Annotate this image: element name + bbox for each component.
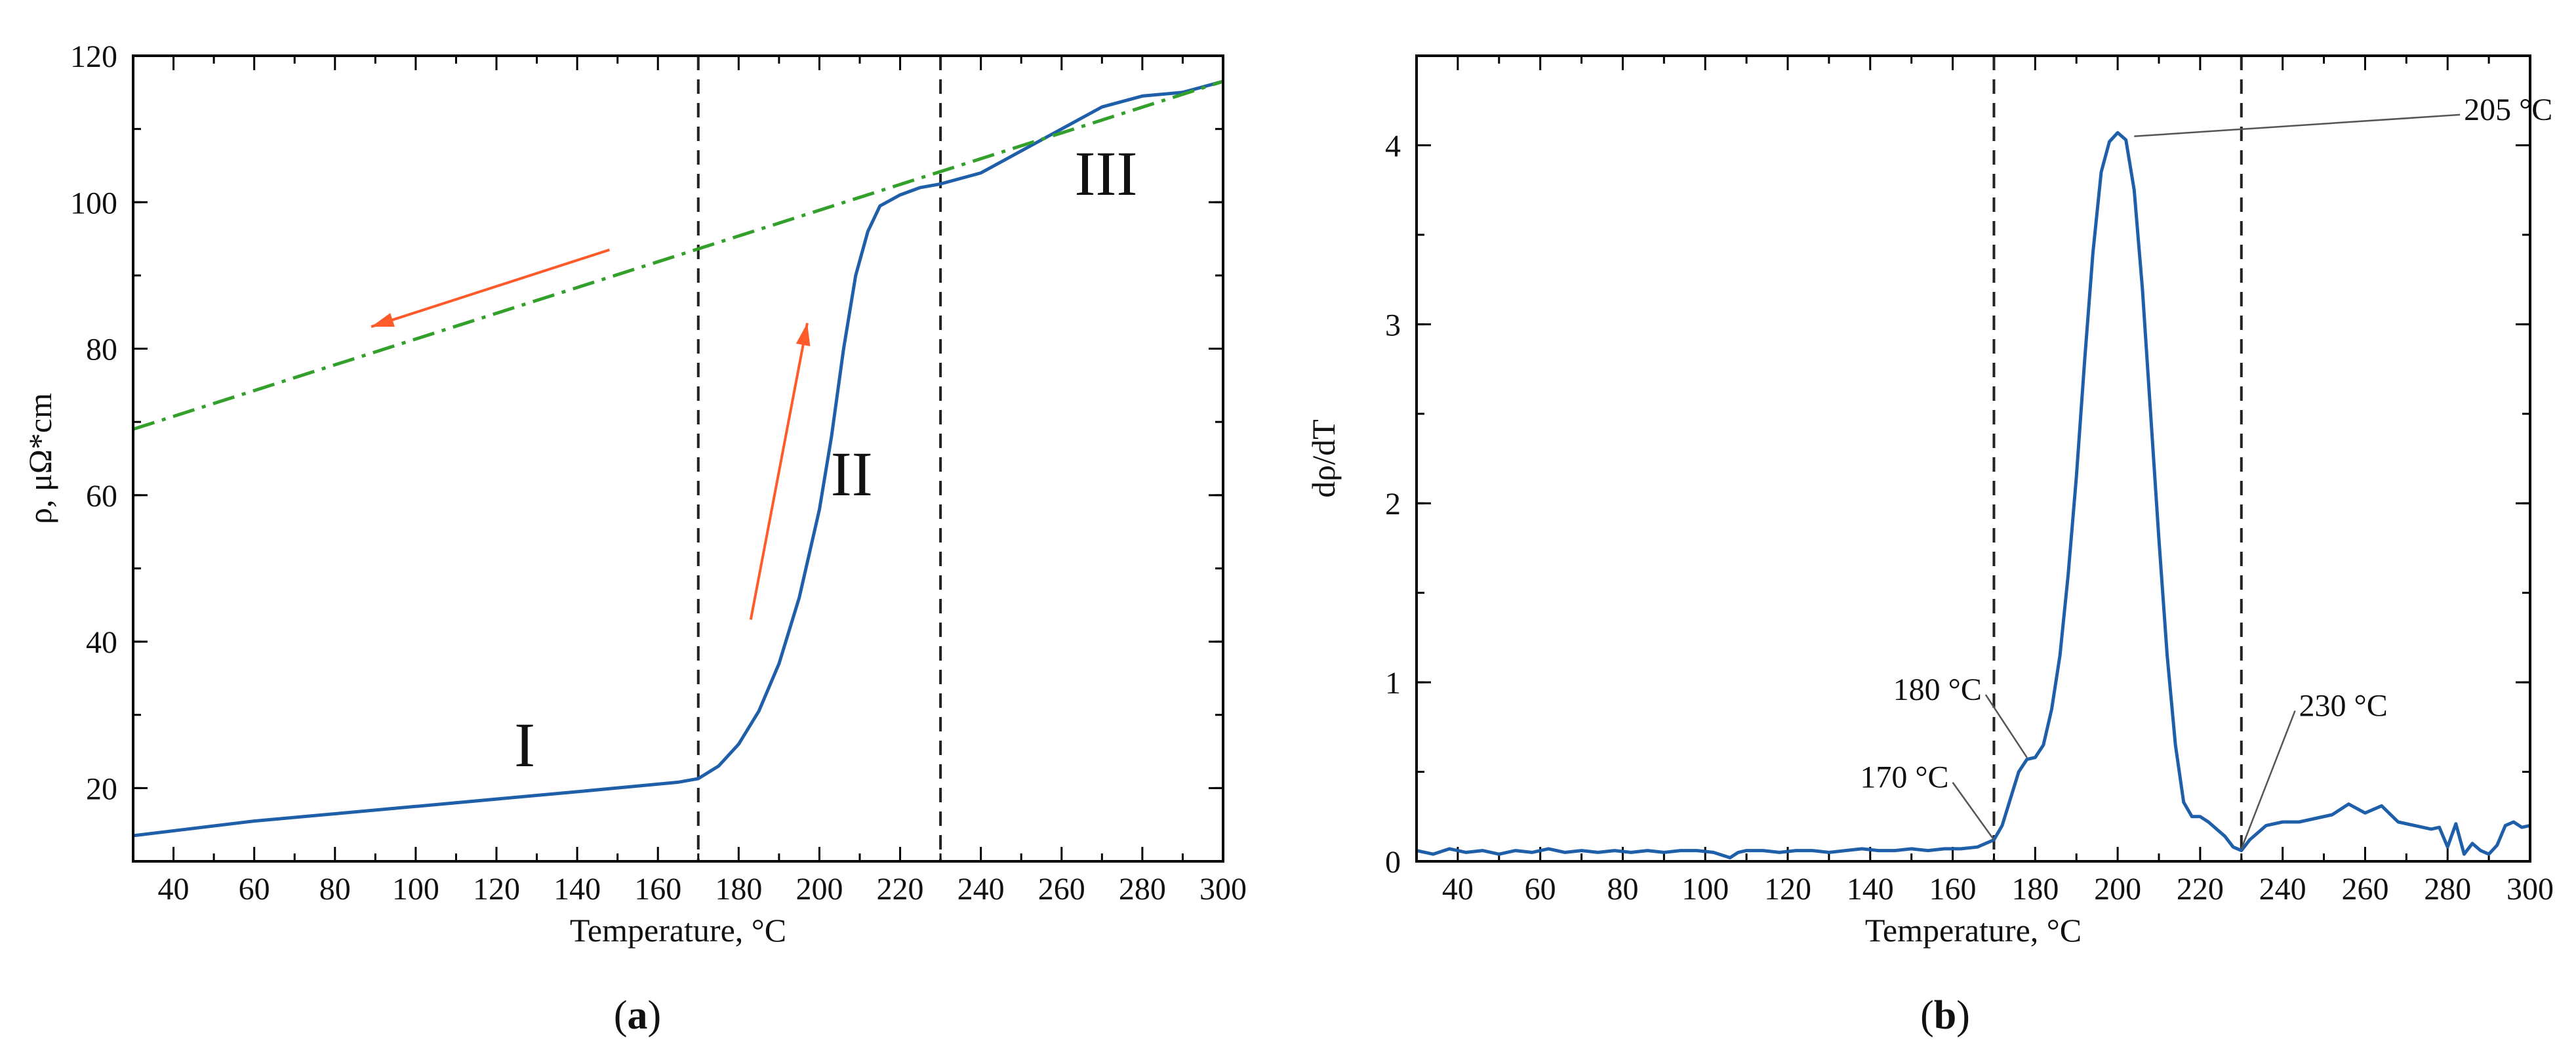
y-tick-label: 3	[1385, 308, 1401, 342]
direction-arrow	[371, 248, 610, 328]
y-tick-label: 20	[86, 771, 117, 806]
annotation-leader	[1984, 694, 2028, 758]
x-tick-label: 160	[634, 872, 681, 907]
x-tick-label: 260	[2341, 872, 2388, 907]
x-tick-label: 280	[2424, 872, 2471, 907]
x-tick-label: 180	[2011, 872, 2059, 907]
x-tick-label: 80	[319, 872, 351, 907]
x-tick-label: 240	[2259, 872, 2306, 907]
x-tick-label: 160	[1929, 872, 1977, 907]
plot-frame	[132, 54, 1224, 863]
direction-arrowhead	[371, 313, 395, 327]
x-axis-label: Temperature, °C	[1865, 912, 2082, 949]
panel-a-caption: (a)	[614, 993, 661, 1038]
y-tick-label: 80	[86, 333, 117, 367]
x-tick-label: 40	[1442, 872, 1474, 907]
series-resistivity	[132, 79, 1224, 838]
annotation-label: 170 °C	[1860, 760, 1948, 795]
annotation-label: 205 °C	[2464, 92, 2552, 127]
annotation-leader	[2134, 113, 2461, 138]
annotation-label: 230 °C	[2299, 689, 2388, 724]
y-axis-label: ρ, μΩ*cm	[22, 393, 58, 524]
x-tick-label: 280	[1119, 872, 1166, 907]
series-linear-fit	[132, 79, 1224, 431]
panel-b-caption: (b)	[1920, 993, 1970, 1038]
x-tick-label: 100	[1681, 872, 1729, 907]
x-tick-label: 180	[715, 872, 762, 907]
direction-arrowhead	[795, 323, 811, 346]
panel-a-resistivity-chart: 40 60 80 100 120 140 160 180 200 220 240 260 280 300 2…	[22, 39, 1247, 949]
x-tick-label: 200	[2094, 872, 2141, 907]
x-tick-label: 120	[473, 872, 520, 907]
x-tick-label: 260	[1038, 872, 1085, 907]
region-label: I	[514, 710, 535, 780]
y-tick-label: 100	[70, 186, 117, 220]
region-label: II	[831, 439, 873, 509]
y-tick-label: 40	[86, 625, 117, 660]
x-tick-label: 60	[1525, 872, 1556, 907]
x-tick-label: 60	[239, 872, 270, 907]
x-tick-label: 40	[158, 872, 190, 907]
y-tick-label: 0	[1385, 845, 1401, 880]
panel-b-derivative-chart: 40 60 80 100 120 140 160 180 200 220 240 260 280 300 0…	[1305, 54, 2554, 949]
y-tick-label: 120	[70, 39, 117, 74]
x-tick-label: 300	[2506, 872, 2554, 907]
x-axis-label: Temperature, °C	[570, 912, 786, 949]
x-tick-label: 240	[957, 872, 1005, 907]
annotation-leader	[2240, 710, 2296, 850]
x-tick-label: 120	[1764, 872, 1811, 907]
x-tick-label: 300	[1199, 872, 1247, 907]
x-tick-label: 80	[1607, 872, 1638, 907]
annotation-label: 180 °C	[1893, 672, 1982, 707]
y-axis-label: dρ/dT	[1305, 419, 1342, 497]
y-tick-label: 1	[1385, 666, 1401, 701]
x-tick-label: 140	[1847, 872, 1894, 907]
x-tick-label: 140	[553, 872, 601, 907]
plot-frame	[1415, 54, 2531, 863]
y-tick-label: 4	[1385, 129, 1401, 163]
annotation-leader	[1952, 782, 1995, 840]
x-tick-label: 220	[877, 872, 924, 907]
series-derivative	[1416, 131, 2531, 859]
x-tick-label: 200	[795, 872, 843, 907]
region-label: III	[1075, 138, 1138, 209]
y-tick-label: 2	[1385, 487, 1401, 522]
y-tick-label: 60	[86, 479, 117, 514]
x-tick-label: 100	[392, 872, 439, 907]
x-tick-label: 220	[2177, 872, 2224, 907]
direction-arrow	[749, 323, 809, 620]
